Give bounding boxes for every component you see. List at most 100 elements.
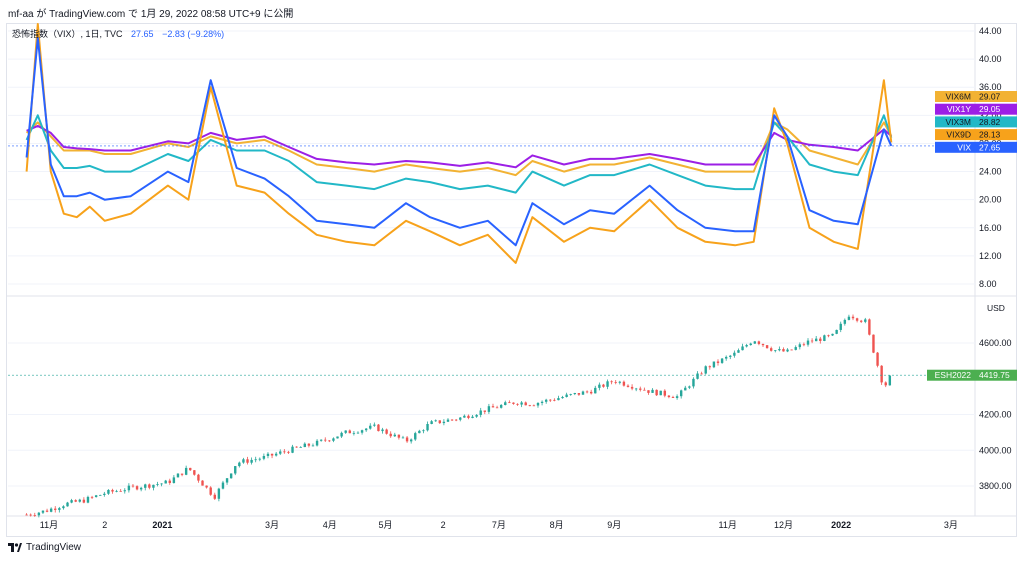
- candle-body: [859, 320, 863, 322]
- y-tick-label-top: 36.00: [979, 82, 1002, 92]
- candle-body: [397, 434, 401, 438]
- candle-body: [504, 402, 507, 406]
- candle-body: [786, 349, 789, 352]
- candle-body: [283, 451, 286, 453]
- candle-body: [524, 402, 527, 406]
- candle-body: [798, 344, 802, 348]
- candle-body: [802, 344, 806, 346]
- candle-body: [291, 446, 294, 453]
- candle-body: [193, 470, 196, 475]
- candle-body: [184, 467, 188, 475]
- candle-body: [418, 430, 421, 434]
- candle-body: [180, 473, 184, 475]
- series-name-tag-vix: [935, 141, 975, 153]
- series-name-label-vix: VIX: [957, 142, 971, 152]
- x-tick-label: 12月: [774, 520, 793, 530]
- candle-body: [454, 419, 458, 421]
- candle-body: [520, 402, 523, 405]
- candle-body: [446, 419, 450, 422]
- candle-body: [483, 410, 487, 412]
- candle-body: [459, 417, 462, 420]
- candle-body: [630, 386, 634, 389]
- x-tick-label: 2: [441, 520, 446, 530]
- publish-header: mf-aa が TradingView.com で 1月 29, 2022 08…: [8, 9, 294, 20]
- candle-body: [234, 466, 237, 474]
- candle-body: [340, 432, 343, 437]
- candle-body: [238, 462, 241, 467]
- x-tick-label: 11月: [718, 520, 736, 530]
- candle-body: [144, 484, 147, 488]
- candle-body: [434, 420, 437, 422]
- candle-body: [769, 348, 773, 351]
- candle-body: [409, 439, 413, 442]
- es-value-label: 4419.75: [979, 370, 1010, 380]
- x-tick-label: 8月: [550, 520, 564, 530]
- candle-body: [806, 340, 810, 345]
- candle-body: [262, 456, 266, 459]
- candle-body: [794, 347, 797, 350]
- candle-body: [250, 459, 253, 463]
- candle-body: [450, 419, 454, 421]
- candle-body: [729, 355, 732, 357]
- candle-body: [385, 429, 388, 434]
- candle-body: [790, 349, 793, 351]
- candle-body: [127, 485, 131, 491]
- candle-body: [266, 453, 270, 457]
- candle-body: [610, 381, 613, 383]
- series-name-label-vix3m: VIX3M: [945, 117, 971, 127]
- candle-body: [868, 319, 871, 335]
- candle-body: [176, 473, 180, 478]
- candle-body: [172, 477, 176, 483]
- candle-body: [831, 333, 834, 336]
- candle-body: [467, 415, 470, 419]
- candle-body: [82, 499, 86, 503]
- candle-body: [299, 447, 302, 448]
- candle-body: [700, 373, 703, 375]
- candle-body: [626, 385, 630, 387]
- candle-body: [315, 440, 319, 446]
- es-value-tag: [975, 369, 1017, 381]
- candle-body: [565, 394, 568, 397]
- candle-body: [303, 443, 306, 448]
- candle-body: [712, 361, 716, 368]
- candle-body: [377, 424, 380, 432]
- y-tick-label-top: 8.00: [979, 279, 997, 289]
- candle-body: [544, 399, 548, 402]
- candle-body: [810, 340, 814, 342]
- candle-body: [119, 490, 122, 492]
- candle-body: [189, 467, 192, 471]
- candle-body: [389, 433, 392, 437]
- candle-body: [651, 389, 654, 393]
- series-name-tag-vix6m: [935, 91, 975, 102]
- candle-body: [352, 432, 356, 434]
- candle-body: [103, 493, 106, 495]
- candle-body: [381, 429, 384, 432]
- series-name-label-vix1y: VIX1Y: [947, 104, 971, 114]
- candle-body: [287, 451, 290, 453]
- candle-body: [324, 439, 327, 441]
- candle-body: [209, 487, 212, 495]
- candle-body: [745, 345, 748, 347]
- candle-body: [614, 382, 617, 383]
- series-value-label-vix1y: 29.05: [979, 104, 1001, 114]
- series-name-tag-vix1y: [935, 103, 975, 115]
- candle-body: [720, 358, 724, 363]
- candle-body: [561, 396, 564, 399]
- candle-body: [393, 434, 396, 437]
- candle-body: [430, 421, 433, 425]
- y-tick-label-bottom: 4000.00: [979, 445, 1012, 455]
- candle-body: [819, 338, 822, 341]
- candle-body: [45, 510, 49, 512]
- legend-title: 恐怖指数（VIX）, 1日, TVC: [12, 29, 123, 39]
- candle-body: [761, 343, 765, 346]
- candle-body: [671, 397, 675, 398]
- candle-body: [512, 402, 515, 404]
- x-tick-label: 2021: [152, 520, 172, 530]
- candle-body: [618, 381, 622, 383]
- candle-body: [753, 341, 757, 344]
- footer-brand-text: TradingView: [26, 542, 82, 553]
- x-tick-label: 2022: [831, 520, 851, 530]
- candle-body: [74, 500, 77, 502]
- y-tick-label-top: 16.00: [979, 223, 1002, 233]
